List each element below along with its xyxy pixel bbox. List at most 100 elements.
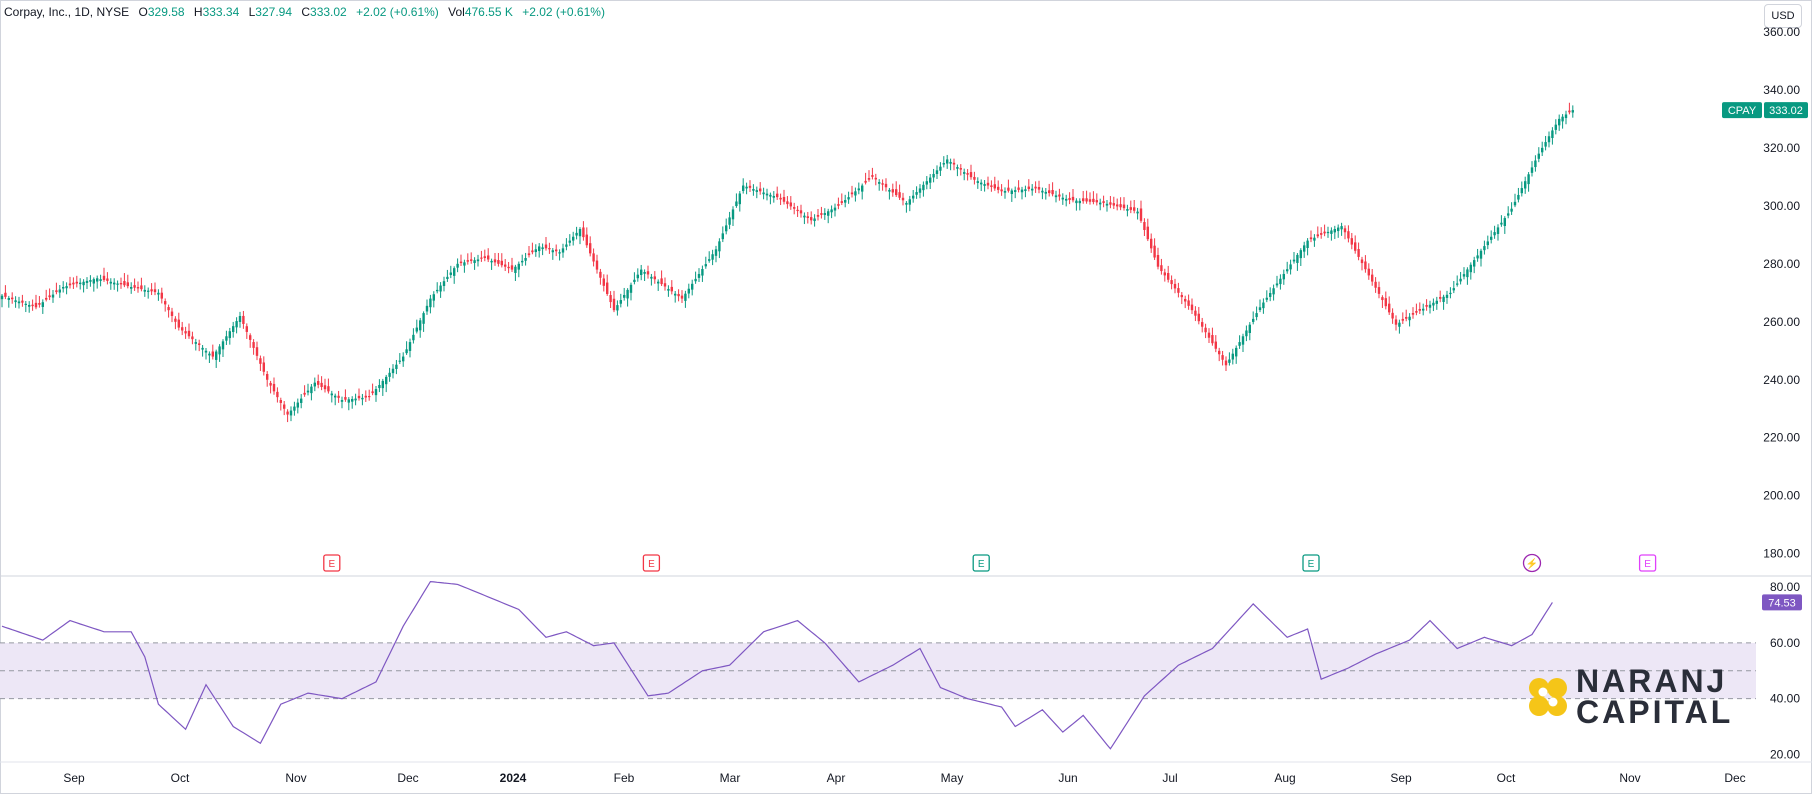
candle-body[interactable]	[837, 204, 840, 206]
candle-body[interactable]	[578, 229, 582, 237]
candle-body[interactable]	[504, 264, 507, 267]
candle-body[interactable]	[718, 241, 721, 252]
candle-body[interactable]	[255, 347, 259, 356]
candle-body[interactable]	[694, 278, 697, 282]
candle-body[interactable]	[1184, 298, 1187, 302]
candle-body[interactable]	[1493, 232, 1496, 236]
symbol-name[interactable]: Corpay, Inc., 1D, NYSE	[4, 5, 130, 19]
candle-body[interactable]	[755, 190, 758, 192]
candle-body[interactable]	[697, 273, 701, 278]
candle-body[interactable]	[956, 167, 959, 169]
candle-body[interactable]	[402, 356, 405, 362]
candle-body[interactable]	[623, 294, 626, 298]
candle-body[interactable]	[136, 287, 140, 289]
candle-body[interactable]	[867, 177, 871, 180]
candle-body[interactable]	[983, 184, 986, 186]
candle-body[interactable]	[7, 298, 10, 300]
candle-body[interactable]	[143, 289, 146, 292]
candle-body[interactable]	[1194, 310, 1197, 316]
candle-body[interactable]	[1408, 316, 1411, 321]
candle-body[interactable]	[986, 182, 990, 186]
candle-body[interactable]	[1340, 226, 1343, 230]
candle-body[interactable]	[687, 288, 690, 294]
candle-body[interactable]	[1367, 268, 1370, 276]
candle-body[interactable]	[174, 318, 177, 322]
candle-body[interactable]	[1564, 114, 1568, 119]
candle-body[interactable]	[1313, 237, 1316, 241]
candle-body[interactable]	[1078, 200, 1081, 204]
candle-body[interactable]	[11, 297, 14, 300]
candle-body[interactable]	[1187, 300, 1190, 306]
candle-body[interactable]	[963, 172, 966, 174]
candle-body[interactable]	[191, 336, 194, 340]
candle-body[interactable]	[1316, 234, 1319, 237]
candle-body[interactable]	[612, 298, 616, 311]
candle-body[interactable]	[1071, 196, 1075, 201]
candle-body[interactable]	[1303, 245, 1306, 252]
candle-body[interactable]	[1112, 203, 1115, 206]
candle-body[interactable]	[782, 197, 786, 202]
earnings-marker[interactable]	[642, 554, 661, 572]
candle-body[interactable]	[521, 260, 524, 263]
candle-body[interactable]	[470, 259, 473, 261]
candle-body[interactable]	[198, 343, 201, 345]
candle-body[interactable]	[803, 215, 806, 218]
candle-body[interactable]	[674, 293, 677, 296]
candle-body[interactable]	[793, 207, 796, 209]
candle-body[interactable]	[1469, 264, 1472, 273]
candle-body[interactable]	[1041, 190, 1044, 193]
candle-body[interactable]	[1119, 204, 1122, 208]
candle-body[interactable]	[1017, 187, 1020, 190]
candle-body[interactable]	[1167, 273, 1170, 280]
candle-body[interactable]	[1537, 153, 1540, 159]
candle-body[interactable]	[388, 372, 391, 377]
candle-body[interactable]	[735, 201, 738, 207]
candle-body[interactable]	[908, 199, 911, 205]
candle-body[interactable]	[459, 261, 463, 264]
candle-body[interactable]	[493, 259, 497, 263]
candle-body[interactable]	[1258, 307, 1262, 311]
candle-body[interactable]	[1133, 207, 1136, 211]
candle-body[interactable]	[765, 193, 769, 196]
candle-body[interactable]	[1337, 227, 1340, 232]
candle-body[interactable]	[789, 202, 792, 207]
candle-body[interactable]	[684, 293, 687, 301]
candle-body[interactable]	[895, 189, 898, 196]
candle-body[interactable]	[1347, 231, 1350, 239]
candle-body[interactable]	[745, 186, 748, 189]
candle-body[interactable]	[833, 207, 837, 211]
candle-body[interactable]	[657, 281, 660, 284]
candle-body[interactable]	[208, 353, 211, 356]
candle-body[interactable]	[1275, 283, 1279, 286]
candle-body[interactable]	[1364, 261, 1367, 270]
candle-body[interactable]	[266, 373, 269, 380]
candle-body[interactable]	[935, 170, 939, 174]
candle-body[interactable]	[487, 255, 490, 260]
candle-body[interactable]	[1544, 142, 1547, 147]
candle-body[interactable]	[242, 315, 245, 324]
candle-body[interactable]	[351, 398, 354, 402]
candle-body[interactable]	[310, 386, 313, 394]
candle-body[interactable]	[1024, 189, 1027, 191]
candle-body[interactable]	[62, 287, 65, 289]
candle-body[interactable]	[1398, 322, 1401, 327]
candle-body[interactable]	[857, 188, 860, 191]
candle-body[interactable]	[748, 185, 752, 188]
candle-body[interactable]	[1500, 222, 1503, 225]
candle-body[interactable]	[973, 176, 976, 180]
candle-body[interactable]	[1007, 187, 1010, 191]
candle-body[interactable]	[905, 202, 908, 205]
candle-body[interactable]	[1466, 269, 1469, 278]
candle-body[interactable]	[606, 282, 609, 294]
candle-body[interactable]	[184, 331, 187, 334]
candle-body[interactable]	[1177, 288, 1180, 293]
candle-body[interactable]	[680, 295, 684, 299]
candle-body[interactable]	[721, 233, 724, 240]
candle-body[interactable]	[456, 263, 459, 268]
candle-body[interactable]	[378, 384, 381, 389]
earnings-marker[interactable]	[323, 554, 341, 572]
candle-body[interactable]	[327, 386, 330, 392]
candle-body[interactable]	[72, 282, 75, 285]
candle-body[interactable]	[330, 393, 333, 396]
candle-body[interactable]	[1126, 209, 1129, 211]
